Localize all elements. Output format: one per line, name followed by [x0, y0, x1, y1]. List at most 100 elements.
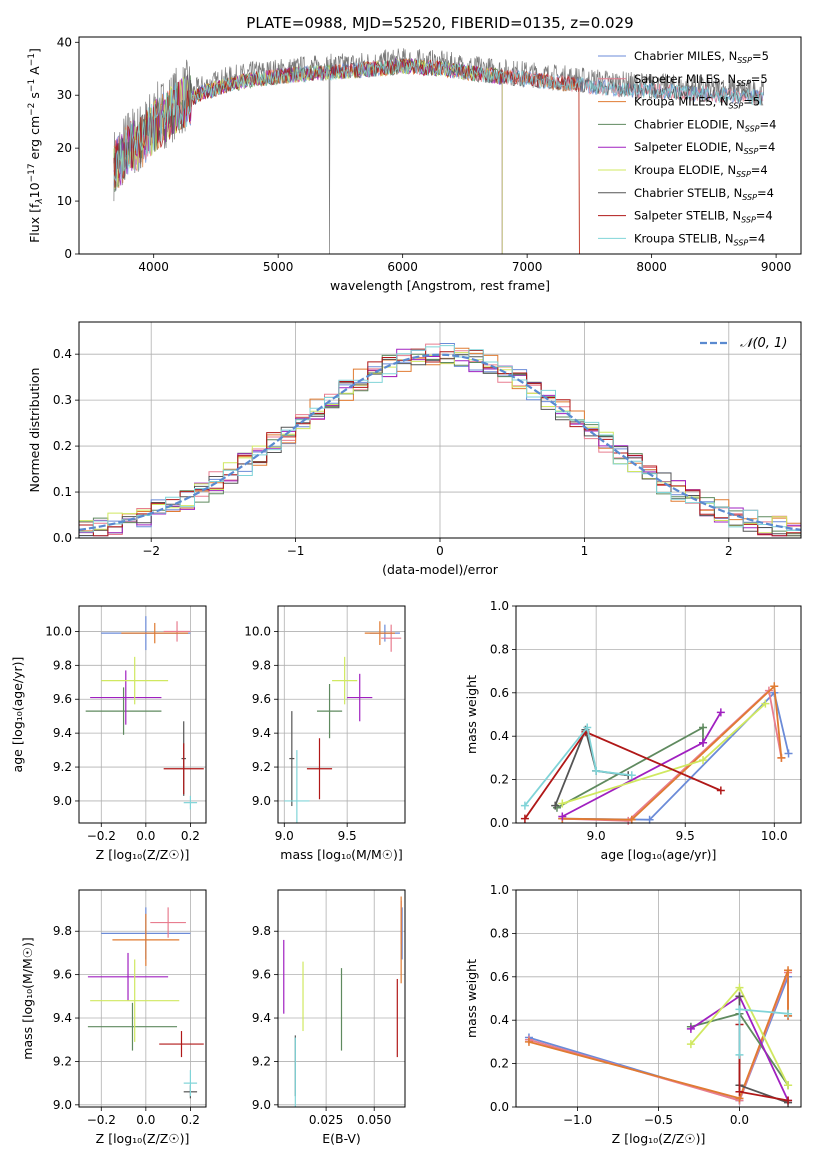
- spectrum-ytick-label: 10: [57, 194, 72, 208]
- weight-vs-Z-chart: −1.0 −0.5 0.0 0.0 0.2 0.4 0.6 0.8 1.0 Z [log₁₀(Z/…: [464, 883, 802, 1146]
- mass-vs-Z-chart: −0.2 0.0 0.2 9.0 9.2 9.4 9.6 9.8 Z [log₁₀(Z/Z☉)]…: [20, 889, 207, 1146]
- legend-label: Chabrier ELODIE, NSSP=4: [634, 117, 776, 133]
- mass-vs-EBV-xtick-label: 0.025: [309, 1113, 343, 1127]
- weight-marker: [735, 1087, 744, 1096]
- legend-text: Kroupa MILES, N: [634, 95, 729, 109]
- weight-marker: [784, 1081, 793, 1090]
- weight-vs-Z-xtick-label: −0.5: [644, 1113, 673, 1127]
- weight-vs-age-chart: 9.0 9.5 10.0 0.0 0.2 0.4 0.6 0.8 1.0 age [log₁₀(a…: [464, 599, 802, 862]
- weight-marker: [784, 1096, 793, 1105]
- weight-marker: [735, 1050, 744, 1059]
- spectrum-model-line: [113, 58, 580, 255]
- legend-rest: =4: [757, 186, 774, 200]
- mass-vs-Z-xtick-label: 0.0: [136, 1113, 155, 1127]
- ylabel-part: −1: [27, 53, 37, 66]
- legend-sub: SSP: [744, 147, 759, 156]
- weight-vs-age-ytick-label: 0.6: [490, 686, 509, 700]
- mass-vs-Z-frame: [78, 889, 207, 1108]
- weight-marker: [784, 749, 793, 758]
- legend-sub: SSP: [729, 102, 744, 111]
- residuals-xtick-label: 2: [725, 544, 733, 558]
- mass-vs-Z-xtick-label: 0.2: [181, 1113, 200, 1127]
- weight-marker: [645, 815, 654, 824]
- age-vs-Z-ytick-label: 9.2: [53, 760, 72, 774]
- residuals-xtick-label: 0: [436, 544, 444, 558]
- legend-text: Kroupa STELIB, N: [634, 231, 734, 245]
- weight-vs-Z-ytick-label: 0.8: [490, 926, 509, 940]
- ylabel-part: s: [27, 92, 42, 103]
- ylabel-part: −1: [27, 79, 37, 92]
- legend-sub: SSP: [736, 170, 751, 179]
- legend-sub: SSP: [741, 216, 756, 225]
- age-vs-Z-ytick-label: 9.0: [53, 794, 72, 808]
- mass-vs-Z-ytick-label: 9.8: [53, 924, 72, 938]
- weight-vs-Z-ytick-label: 0.6: [490, 970, 509, 984]
- mass-vs-Z-ytick-label: 9.4: [53, 1011, 72, 1025]
- weight-vs-age-xtick-label: 9.5: [676, 829, 695, 843]
- weight-marker: [716, 708, 725, 717]
- age-vs-Z-xtick-label: 0.2: [181, 829, 200, 843]
- mass-vs-EBV-ytick-label: 9.0: [252, 1098, 271, 1112]
- weight-vs-Z-ytick-label: 0.2: [490, 1057, 509, 1071]
- age-vs-mass-ytick-label: 10.0: [244, 624, 271, 638]
- age-vs-mass-ytick-label: 9.2: [252, 760, 271, 774]
- weight-marker: [524, 1037, 533, 1046]
- spectrum-xtick-label: 9000: [761, 260, 792, 274]
- weight-vs-Z-frame: [515, 889, 802, 1108]
- spectrum-xlabel: wavelength [Angstrom, rest frame]: [330, 278, 550, 293]
- weight-vs-age-xtick-label: 9.0: [587, 829, 606, 843]
- mass-vs-EBV-ytick-label: 9.4: [252, 1011, 271, 1025]
- ylabel-part: ]: [27, 48, 42, 53]
- spectrum-xtick-label: 7000: [512, 260, 543, 274]
- legend-label: Chabrier MILES, NSSP=5: [634, 49, 769, 65]
- spectrum-frame: [78, 36, 802, 255]
- residuals-ylabel: Normed distribution: [27, 368, 42, 493]
- histogram-step: [79, 345, 801, 533]
- weight-vs-Z-xtick-label: −1.0: [563, 1113, 592, 1127]
- age-vs-Z-xtick-label: 0.0: [136, 829, 155, 843]
- weight-marker: [761, 699, 770, 708]
- weight-marker: [558, 812, 567, 821]
- chart-title: PLATE=0988, MJD=52520, FIBERID=0135, z=0…: [246, 14, 633, 32]
- weight-vs-Z-ytick-label: 0.4: [490, 1013, 509, 1027]
- age-vs-Z-ytick-label: 9.6: [53, 692, 72, 706]
- age-vs-mass-ytick-label: 9.0: [252, 794, 271, 808]
- legend-rest: =4: [760, 117, 777, 131]
- residuals-xlabel: (data-model)/error: [382, 562, 499, 577]
- age-vs-mass-xlabel: mass [log₁₀(M/M☉)]: [280, 847, 402, 862]
- legend-label: Chabrier STELIB, NSSP=4: [634, 186, 774, 202]
- weight-marker: [551, 801, 560, 810]
- ylabel-part: −2: [27, 103, 37, 116]
- weight-vs-Z-ylabel: mass weight: [464, 959, 479, 1038]
- weight-marker: [686, 1040, 695, 1049]
- weight-vs-age-ytick-label: 0.2: [490, 773, 509, 787]
- residuals-ytick-label: 0.2: [53, 439, 72, 453]
- weight-marker: [592, 766, 601, 775]
- mass-vs-Z-ytick-label: 9.2: [53, 1054, 72, 1068]
- spectrum-xtick-label: 6000: [387, 260, 418, 274]
- weight-marker: [686, 1024, 695, 1033]
- mass-vs-Z-ylabel: mass [log₁₀(M/M☉)]: [20, 937, 35, 1059]
- age-vs-mass-points: [284, 621, 402, 823]
- age-vs-mass-frame: [277, 605, 406, 824]
- weight-vs-Z-ytick-label: 1.0: [490, 883, 509, 897]
- age-vs-mass-xtick-label: 9.5: [338, 829, 357, 843]
- spectrum-ytick-label: 20: [57, 141, 72, 155]
- weight-vs-Z-xtick-label: 0.0: [730, 1113, 749, 1127]
- weight-marker: [627, 771, 636, 780]
- weight-marker: [627, 815, 636, 824]
- legend-text: Salpeter ELODIE, N: [634, 140, 744, 154]
- histogram-step: [79, 348, 801, 537]
- weight-vs-age-ytick-label: 0.8: [490, 642, 509, 656]
- legend-sub: SSP: [742, 193, 757, 202]
- residuals-xtick-label: −1: [287, 544, 305, 558]
- ylabel-part: 10: [27, 182, 42, 198]
- mass-vs-EBV-frame: [277, 889, 406, 1108]
- age-vs-Z-ytick-label: 9.4: [53, 726, 72, 740]
- residuals-ytick-label: 0.0: [53, 531, 72, 545]
- mass-vs-EBV-chart: 0.025 0.050 9.0 9.2 9.4 9.6 9.8 E(B-V): [252, 889, 406, 1146]
- weight-vs-age-frame: [515, 605, 802, 824]
- ylabel-part: erg cm: [27, 116, 42, 164]
- mass-vs-Z-ytick-label: 9.0: [53, 1098, 72, 1112]
- legend-rest: =4: [756, 209, 773, 223]
